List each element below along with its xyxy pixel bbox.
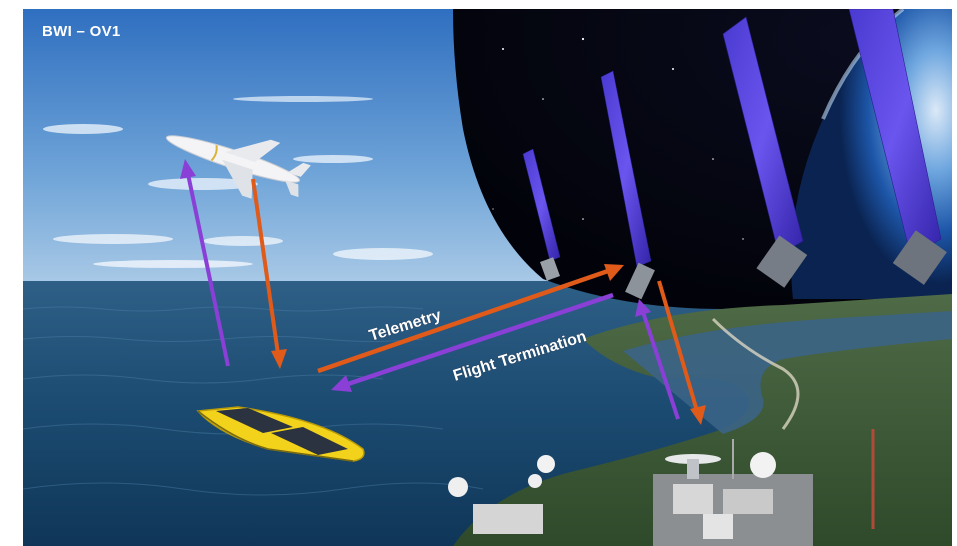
uplink-arrow-ground: [635, 299, 680, 420]
diagram-title: BWI – OV1: [42, 23, 121, 40]
autonomous-surface-vessel-icon: [196, 406, 365, 462]
uplink-arrow-aircraft: [180, 159, 230, 367]
missile-drone-icon: [165, 135, 311, 199]
ground-station-icon: [448, 429, 875, 546]
satellite-icon: [848, 9, 947, 285]
flight-termination-arrow: [331, 292, 614, 392]
coastline-land: [453, 294, 952, 546]
ov1-scene: Telemetry Flight Termination BWI – OV1: [23, 9, 952, 546]
telemetry-arrow: [317, 264, 624, 374]
downlink-arrow-aircraft: [251, 178, 287, 369]
satellite-icon: [522, 148, 561, 281]
satellite-icon: [600, 70, 655, 300]
satellite-icon: [722, 16, 808, 288]
downlink-arrow-ground: [657, 280, 706, 425]
